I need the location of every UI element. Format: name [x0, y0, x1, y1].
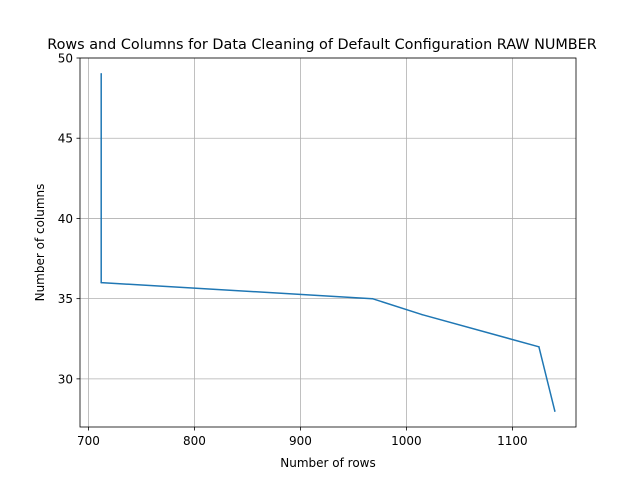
x-tick-label: 1000 — [391, 434, 422, 448]
y-tick-label: 50 — [58, 52, 73, 66]
y-tick-label: 45 — [58, 132, 73, 146]
data-point — [538, 346, 540, 348]
grid — [80, 57, 576, 427]
x-tick-label: 700 — [77, 434, 100, 448]
y-tick-label: 40 — [58, 212, 73, 226]
series-line — [100, 73, 556, 412]
data-point — [100, 281, 102, 284]
y-tick-label: 35 — [58, 292, 73, 306]
x-tick-label: 1100 — [497, 434, 528, 448]
data-point — [554, 410, 556, 412]
ticks: 700 800 900 1000 1100 30 35 40 45 50 — [58, 52, 528, 449]
y-tick-label: 30 — [58, 372, 73, 386]
data-point — [421, 313, 424, 316]
plot-frame — [79, 57, 577, 428]
series-layer — [100, 73, 556, 412]
data-point — [100, 73, 102, 75]
x-axis-label: Number of rows — [280, 456, 375, 470]
x-tick-label: 900 — [289, 434, 312, 448]
y-axis-label: Number of columns — [33, 184, 47, 302]
x-tick-label: 800 — [183, 434, 206, 448]
data-point — [371, 297, 374, 300]
chart-title: Rows and Columns for Data Cleaning of De… — [47, 37, 597, 53]
